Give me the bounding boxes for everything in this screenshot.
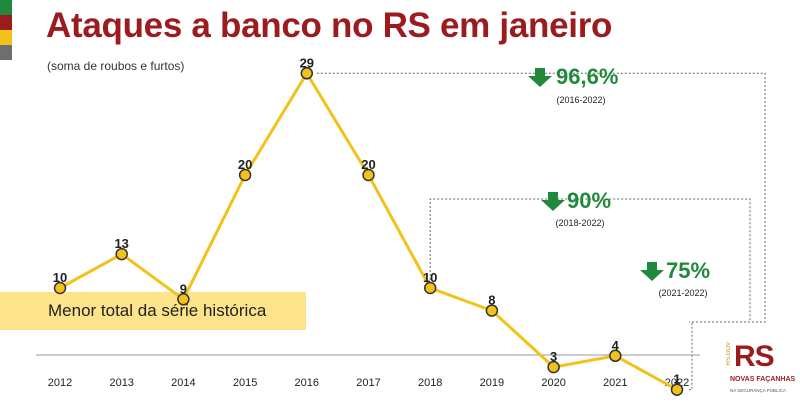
data-point bbox=[300, 67, 314, 80]
callout-percentage: 96,6% bbox=[556, 64, 618, 89]
data-point bbox=[547, 360, 560, 374]
data-point bbox=[485, 304, 499, 317]
highlight-label: Menor total da série histórica bbox=[48, 301, 267, 320]
rs-gov-logo: RS.GOV RS NOVAS FAÇANHAS NA SEGURANÇA PÚ… bbox=[726, 340, 796, 406]
bracket-2016-2022 bbox=[316, 72, 766, 323]
data-point bbox=[670, 383, 684, 396]
callout-period: (2021-2022) bbox=[658, 288, 707, 298]
logo-line1: NOVAS FAÇANHAS bbox=[730, 376, 796, 383]
x-tick-label: 2016 bbox=[295, 377, 319, 389]
data-label: 8 bbox=[488, 293, 495, 308]
x-tick-label: 2017 bbox=[356, 377, 380, 389]
data-label: 1 bbox=[673, 372, 680, 387]
highlight-banner: Menor total da série histórica bbox=[0, 292, 306, 330]
logo-mark: RS bbox=[734, 340, 775, 373]
data-point bbox=[177, 293, 190, 306]
logo-line2: NA SEGURANÇA PÚBLICA bbox=[730, 388, 787, 393]
x-tick-label: 2021 bbox=[603, 377, 627, 389]
callout-percentage: 75% bbox=[666, 258, 710, 283]
chart-title: Ataques a banco no RS em janeiro bbox=[46, 6, 613, 45]
callout-period: (2018-2022) bbox=[555, 218, 604, 228]
callout-percentage: 90% bbox=[567, 188, 611, 213]
stripe-yellow bbox=[0, 30, 12, 45]
callout-period: (2016-2022) bbox=[556, 95, 605, 105]
data-label: 3 bbox=[550, 349, 557, 364]
data-label: 20 bbox=[361, 157, 375, 172]
data-point bbox=[423, 281, 437, 295]
data-point bbox=[238, 168, 252, 182]
x-tick-label: 2012 bbox=[48, 377, 72, 389]
data-point bbox=[115, 247, 128, 261]
series-line bbox=[59, 71, 678, 392]
arrow-down-icon bbox=[528, 68, 552, 87]
stripe-green bbox=[0, 0, 12, 15]
arrow-down-icon bbox=[640, 262, 664, 281]
data-label: 20 bbox=[238, 157, 252, 172]
stripe-red bbox=[0, 15, 12, 30]
x-tick-label: 2013 bbox=[109, 377, 133, 389]
flag-stripes bbox=[0, 0, 12, 60]
x-tick-label: 2020 bbox=[541, 377, 565, 389]
chart-subtitle: (soma de roubos e furtos) bbox=[47, 59, 185, 73]
data-label: 9 bbox=[180, 281, 187, 296]
data-label: 13 bbox=[114, 236, 128, 251]
x-tick-label: 2018 bbox=[418, 377, 442, 389]
stripe-gray bbox=[0, 45, 12, 60]
data-point bbox=[362, 168, 375, 182]
arrow-down-icon bbox=[541, 192, 565, 211]
data-label: 10 bbox=[423, 270, 437, 285]
data-label: 4 bbox=[612, 338, 620, 353]
x-tick-label: 2014 bbox=[171, 377, 195, 389]
data-label: 10 bbox=[53, 270, 67, 285]
x-tick-label: 2015 bbox=[233, 377, 257, 389]
data-label: 29 bbox=[300, 55, 314, 70]
x-tick-label: 2019 bbox=[480, 377, 504, 389]
bracket-2021-2022 bbox=[689, 322, 693, 391]
data-point bbox=[609, 349, 622, 363]
logo-gov-text: RS.GOV bbox=[726, 342, 732, 366]
bracket-2018-2022 bbox=[429, 198, 751, 322]
data-point bbox=[53, 281, 67, 295]
